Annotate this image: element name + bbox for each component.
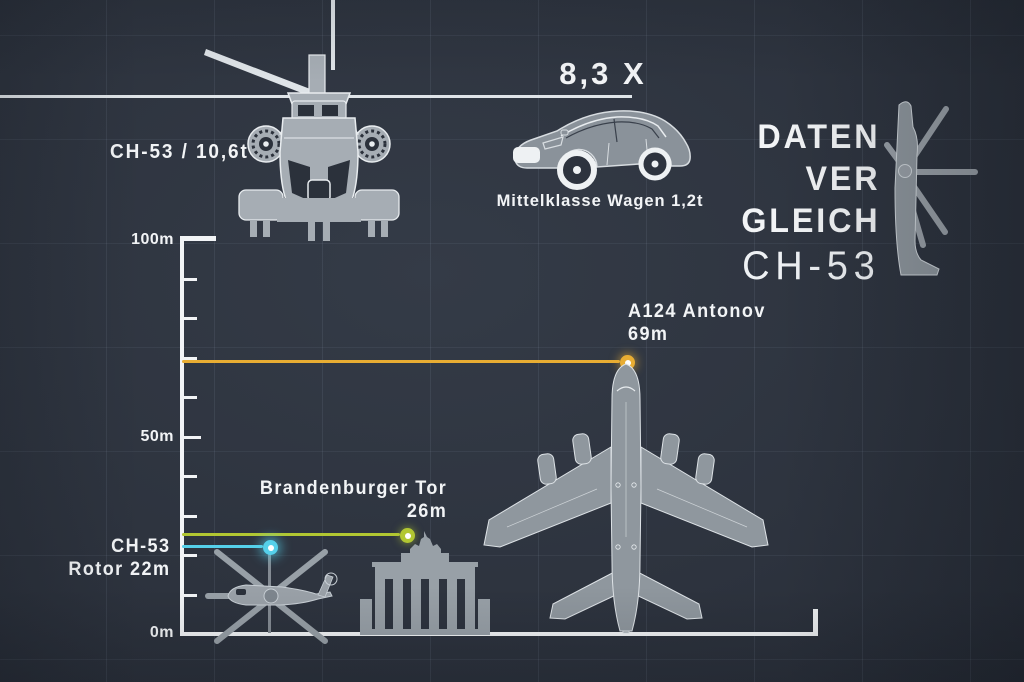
ch53-topview-illustration xyxy=(205,549,338,644)
ground-baseline xyxy=(180,632,818,636)
antonov-name: A124 Antonov xyxy=(628,301,766,322)
ytick-label-0m: 0m xyxy=(149,624,174,641)
ch53-side-illustration xyxy=(884,101,978,276)
ch53-name: CH-53 xyxy=(110,536,170,557)
car-illustration xyxy=(513,110,691,190)
ytick-label-50m: 50m xyxy=(140,428,174,445)
gate-height: 26m xyxy=(406,501,447,522)
ch53-marker-dot xyxy=(263,540,278,555)
gate-annotation: Brandenburger Tor 26m xyxy=(260,477,447,523)
ch53-annotation: CH-53 Rotor 22m xyxy=(68,535,170,581)
y-axis-top-cap xyxy=(180,236,216,241)
title-line-2: VER xyxy=(805,160,880,198)
gate-height-line xyxy=(182,533,400,536)
y-tick-10m xyxy=(184,594,197,597)
ch53-weight-label: CH-53 / 10,6t xyxy=(110,141,249,163)
antonov-topview-illustration xyxy=(483,363,769,634)
ytick-label-100m: 100m xyxy=(131,231,174,248)
ch53-front-illustration xyxy=(0,0,632,241)
baseline-end-bracket xyxy=(813,609,818,636)
y-tick-40m xyxy=(184,475,197,478)
y-tick-20m xyxy=(184,554,197,557)
y-tick-70m xyxy=(184,357,197,360)
title-line-1: DATEN xyxy=(756,118,880,156)
title-model: CH-53 xyxy=(741,244,880,288)
cockpit-windows xyxy=(616,386,636,392)
y-tick-90m xyxy=(184,278,197,281)
landing-gear xyxy=(250,220,388,241)
title-line-3: GLEICH xyxy=(740,202,880,240)
y-tick-60m xyxy=(184,396,197,399)
y-axis xyxy=(180,237,184,636)
quadriga-statue xyxy=(410,531,441,553)
y-tick-50m xyxy=(184,436,201,439)
y-tick-30m xyxy=(184,515,197,518)
ch53-rotor-height-line xyxy=(182,545,263,548)
antonov-annotation: A124 Antonov 69m xyxy=(628,300,766,346)
y-tick-80m xyxy=(184,317,197,320)
antonov-height: 69m xyxy=(628,324,669,345)
antonov-height-line xyxy=(182,360,620,363)
gate-name: Brandenburger Tor xyxy=(259,478,447,499)
brandenburg-gate-illustration xyxy=(360,531,490,635)
car-weight-label: Mittelklasse Wagen 1,2t xyxy=(496,191,704,210)
gate-marker-dot xyxy=(400,528,415,543)
weight-ratio-label: 8,3 X xyxy=(559,56,647,91)
page-title: DATEN VER GLEICH CH-53 xyxy=(741,116,880,287)
ch53-rotor-size: Rotor 22m xyxy=(67,559,170,580)
